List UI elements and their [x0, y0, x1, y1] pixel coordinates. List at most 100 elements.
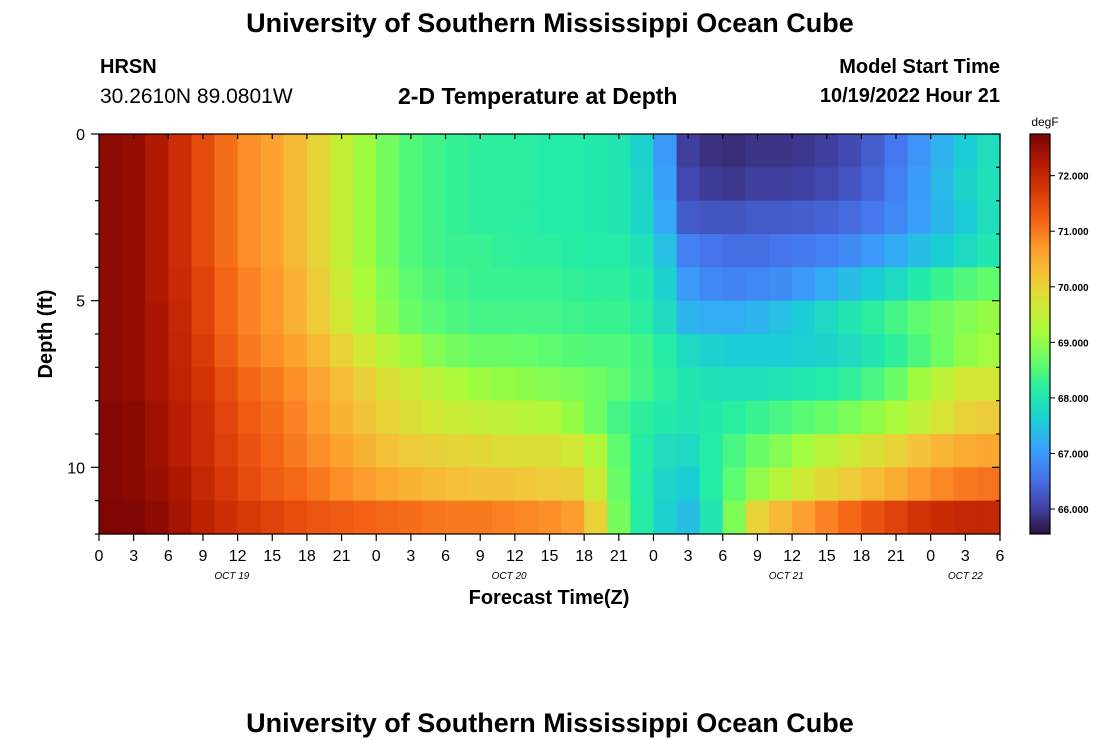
heatmap-cell [283, 267, 308, 302]
heatmap-cell [283, 467, 308, 502]
heatmap-cell [676, 500, 701, 535]
heatmap-cell [930, 500, 955, 535]
heatmap-cell [445, 134, 470, 168]
heatmap-cell [861, 200, 886, 235]
heatmap-cell [214, 200, 239, 235]
heatmap-cell [537, 367, 562, 402]
heatmap-cell [722, 434, 747, 468]
heatmap-cell [768, 500, 793, 535]
x-tick-label: 15 [263, 548, 281, 565]
heatmap-cell [514, 467, 539, 502]
heatmap-cell [214, 400, 239, 435]
colorbar-tick-label: 68.000 [1058, 394, 1089, 405]
heatmap-cell [514, 434, 539, 468]
heatmap-cell [99, 367, 123, 402]
heatmap-cell [399, 200, 424, 235]
x-tick-label: 3 [406, 548, 415, 565]
heatmap-cell [699, 400, 724, 435]
heatmap-cell [792, 267, 816, 302]
heatmap-cell [976, 434, 1001, 468]
heatmap-cell [283, 234, 308, 268]
heatmap-cell [976, 367, 1001, 402]
heatmap-cell [145, 200, 169, 235]
heatmap-cell [145, 267, 169, 302]
heatmap-cell [953, 400, 978, 435]
heatmap-cell [630, 134, 655, 168]
heatmap-cell [768, 300, 793, 335]
heatmap-cell [653, 267, 678, 302]
heatmap-cell [468, 134, 493, 168]
heatmap-cell [838, 367, 862, 402]
heatmap-cell [537, 267, 562, 302]
heatmap-cell [145, 434, 169, 468]
heatmap-cell [861, 167, 886, 202]
heatmap-cell [653, 467, 678, 502]
heatmap-cell [907, 334, 932, 368]
heatmap-cell [537, 400, 562, 435]
heatmap-cell [122, 167, 146, 202]
chart-title: 2-D Temperature at Depth [398, 83, 678, 109]
heatmap-cell [861, 234, 886, 268]
x-tick-label: 9 [476, 548, 485, 565]
heatmap-cell [491, 300, 516, 335]
heatmap-cell [745, 434, 770, 468]
heatmap-cell [283, 500, 308, 535]
heatmap-cell [191, 167, 216, 202]
heatmap-cell [745, 134, 770, 168]
heatmap-cell [861, 467, 886, 502]
heatmap-cell [976, 334, 1001, 368]
heatmap-cell [168, 434, 193, 468]
heatmap-cell [584, 267, 608, 302]
heatmap-cell [745, 267, 770, 302]
heatmap-cell [514, 267, 539, 302]
heatmap-cell [884, 300, 909, 335]
heatmap-cell [861, 434, 886, 468]
heatmap-cell [353, 134, 377, 168]
heatmap-cell [630, 367, 655, 402]
heatmap-cell [676, 367, 701, 402]
heatmap-cell [122, 334, 146, 368]
y-tick-label: 0 [76, 127, 85, 144]
heatmap-cell [607, 234, 631, 268]
heatmap-cell [445, 267, 470, 302]
heatmap-cell [953, 200, 978, 235]
heatmap-cell [168, 500, 193, 535]
heatmap-cell [930, 367, 955, 402]
heatmap-cell [99, 234, 123, 268]
heatmap-cell [330, 400, 354, 435]
heatmap-cell [353, 267, 377, 302]
heatmap-cell [722, 134, 747, 168]
heatmap-cell [722, 500, 747, 535]
heatmap-cell [376, 134, 400, 168]
heatmap-cell [537, 300, 562, 335]
heatmap-cell [422, 200, 447, 235]
heatmap-cell [815, 300, 839, 335]
x-tick-label: 18 [852, 548, 870, 565]
heatmap-cell [283, 167, 308, 202]
heatmap-cell [376, 500, 400, 535]
heatmap-cell [514, 367, 539, 402]
heatmap-cell [191, 400, 216, 435]
heatmap-cell [907, 267, 932, 302]
heatmap-cell [191, 500, 216, 535]
heatmap-cell [99, 300, 123, 335]
heatmap-cell [191, 234, 216, 268]
heatmap-cell [884, 367, 909, 402]
heatmap-cell [976, 300, 1001, 335]
heatmap-cell [122, 300, 146, 335]
heatmap-cell [838, 400, 862, 435]
heatmap-cell [907, 234, 932, 268]
heatmap-cell [214, 334, 239, 368]
heatmap-cell [953, 467, 978, 502]
heatmap-cell [330, 467, 354, 502]
colorbar-scale [1029, 133, 1051, 535]
heatmap-cell [237, 167, 262, 202]
station-name: HRSN [100, 56, 157, 78]
heatmap-cell [353, 400, 377, 435]
heatmap-cell [976, 467, 1001, 502]
heatmap-cell [468, 200, 493, 235]
heatmap-cell [353, 200, 377, 235]
heatmap-cell [353, 367, 377, 402]
heatmap-cell [145, 167, 169, 202]
heatmap-cell [768, 267, 793, 302]
